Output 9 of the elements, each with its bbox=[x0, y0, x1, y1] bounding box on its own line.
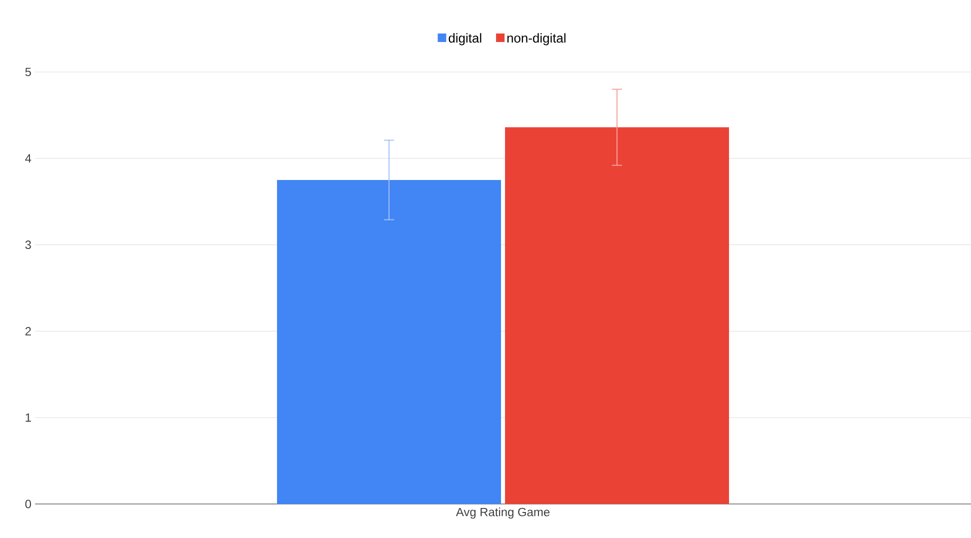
y-tick-label: 3 bbox=[25, 240, 31, 250]
legend-label: non-digital bbox=[507, 33, 566, 46]
y-tick-label: 5 bbox=[25, 68, 31, 76]
x-tick-label: Avg Rating Game bbox=[456, 508, 550, 519]
y-tick-label: 4 bbox=[25, 154, 32, 162]
y-tick-label: 1 bbox=[26, 413, 31, 422]
y-tick-label: 0 bbox=[25, 500, 32, 508]
legend-label: digital bbox=[448, 33, 482, 46]
y-tick-label: 2 bbox=[25, 327, 31, 336]
